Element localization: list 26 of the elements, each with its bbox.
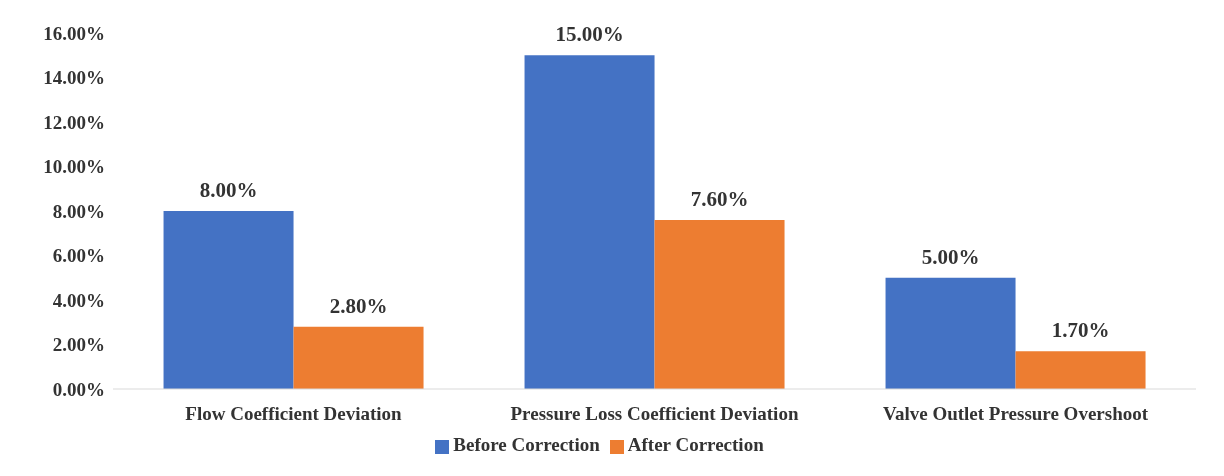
y-tick-label: 0.00% — [52, 378, 105, 400]
y-tick-label: 4.00% — [52, 289, 105, 311]
y-tick-label: 2.00% — [52, 334, 105, 356]
x-tick-label: Flow Coefficient Deviation — [185, 403, 403, 425]
data-label: 15.00% — [555, 22, 624, 47]
x-tick-label: Valve Outlet Pressure Overshoot — [882, 403, 1149, 425]
y-tick-label: 12.00% — [43, 111, 105, 133]
y-tick-label: 8.00% — [52, 200, 105, 222]
bar — [293, 326, 424, 389]
data-label: 1.70% — [1051, 318, 1110, 343]
bar — [885, 277, 1016, 389]
bar — [654, 219, 785, 389]
data-label: 5.00% — [921, 244, 980, 269]
bar — [163, 211, 294, 389]
y-tick-label: 14.00% — [43, 67, 105, 89]
data-label: 7.60% — [690, 186, 749, 211]
bar — [1015, 351, 1146, 389]
y-tick-label: 16.00% — [43, 22, 105, 44]
legend-label: Before Correction — [453, 434, 600, 455]
x-tick-label: Pressure Loss Coefficient Deviation — [510, 403, 799, 425]
legend-label: After Correction — [627, 434, 764, 455]
data-label: 2.80% — [329, 293, 388, 318]
data-label: 8.00% — [199, 178, 258, 202]
y-tick-label: 10.00% — [43, 156, 105, 178]
bar — [524, 55, 655, 389]
y-tick-label: 6.00% — [52, 245, 105, 267]
